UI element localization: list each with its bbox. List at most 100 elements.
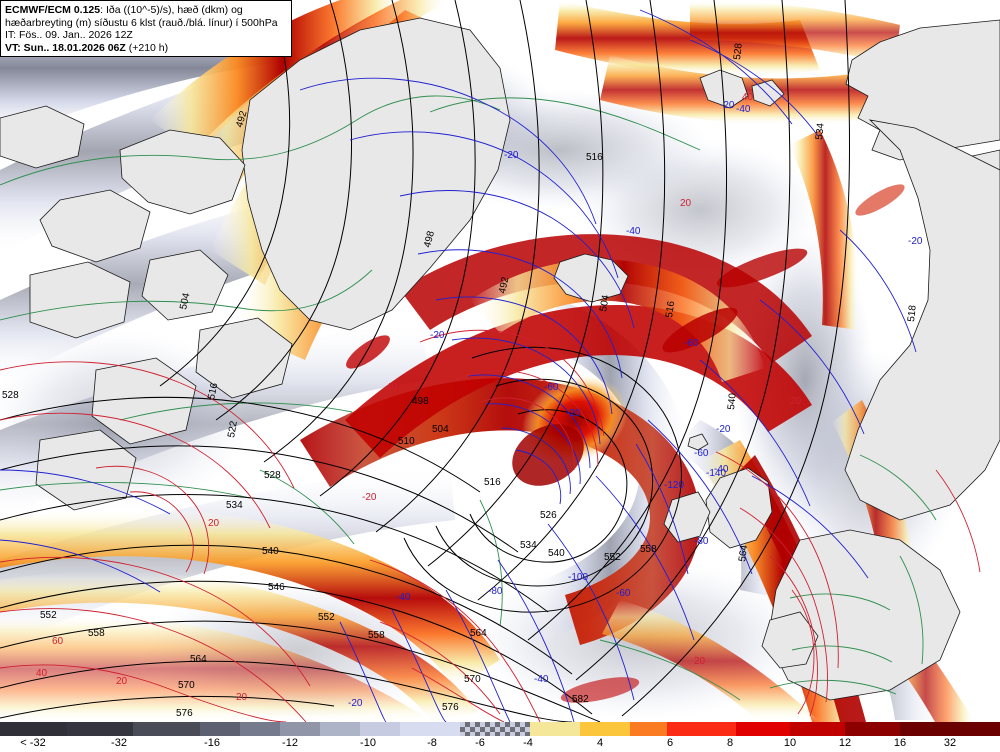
colorbar-strip[interactable]	[0, 722, 1000, 736]
model-label: ECMWF/ECM 0.125	[5, 4, 101, 16]
colorbar-segment	[630, 722, 667, 736]
colorbar-tick-label: 16	[893, 737, 907, 749]
colorbar-segment	[736, 722, 790, 736]
colorbar-tick-label: < -32	[20, 737, 46, 749]
svg-text:504: 504	[598, 294, 612, 313]
svg-text:-20: -20	[348, 698, 363, 709]
info-line-2: hæðarbreyting (m) síðustu 6 klst (rauð./…	[5, 16, 278, 29]
svg-text:552: 552	[40, 610, 57, 621]
height-contours	[0, 0, 851, 722]
colorbar-tick-label: -10	[360, 737, 376, 749]
svg-text:570: 570	[464, 674, 481, 685]
svg-text:552: 552	[318, 612, 335, 623]
colorbar-segment	[360, 722, 400, 736]
svg-text:504: 504	[432, 424, 449, 435]
svg-text:-60: -60	[684, 338, 699, 349]
svg-text:552: 552	[604, 552, 621, 563]
svg-text:492: 492	[497, 276, 511, 295]
height-fall-contours	[0, 9, 917, 722]
svg-text:40: 40	[36, 668, 48, 679]
svg-text:-40: -40	[534, 674, 549, 685]
svg-text:20: 20	[694, 656, 706, 667]
svg-text:516: 516	[664, 300, 677, 318]
svg-text:558: 558	[640, 544, 657, 555]
svg-text:564: 564	[470, 628, 487, 639]
info-line-1: ECMWF/ECM 0.125: Iða ((10^-5)/s), hæð (d…	[5, 4, 287, 17]
svg-text:20: 20	[680, 198, 692, 209]
svg-text:-40: -40	[714, 464, 729, 475]
svg-text:540: 540	[548, 548, 565, 559]
svg-text:40: 40	[742, 92, 754, 103]
colorbar-segment	[667, 722, 736, 736]
colorbar-labels: < -32 -32 -16 -12 -10 -8 -6 -4 4 6 8 10 12 16 32	[0, 736, 1000, 752]
init-time: IT: Fös.. 09. Jan.. 2026 12Z	[5, 29, 133, 42]
svg-text:20: 20	[236, 692, 248, 703]
contour-labels: 492 492 498 498 504 504 504 516 516 516 …	[2, 42, 923, 719]
svg-text:570: 570	[178, 680, 195, 691]
svg-text:516: 516	[484, 477, 501, 488]
colorbar-tick-label: 12	[838, 737, 852, 749]
svg-text:60: 60	[52, 636, 64, 647]
colorbar-segment	[280, 722, 320, 736]
svg-text:492: 492	[234, 109, 249, 128]
svg-text:-40: -40	[626, 226, 641, 237]
svg-text:-80: -80	[488, 586, 503, 597]
svg-text:-60: -60	[544, 382, 559, 393]
political-borders	[0, 95, 937, 701]
svg-text:576: 576	[442, 702, 459, 713]
colorbar[interactable]: < -32 -32 -16 -12 -10 -8 -6 -4 4 6 8 10 12 16 32	[0, 722, 1000, 752]
colorbar-segment	[400, 722, 460, 736]
colorbar-segment	[67, 722, 133, 736]
svg-text:516: 516	[206, 382, 220, 401]
height-rise-contours	[0, 329, 981, 722]
svg-text:20: 20	[116, 676, 128, 687]
svg-text:498: 498	[422, 229, 437, 248]
colorbar-tick-label: 32	[943, 737, 957, 749]
svg-text:-100: -100	[568, 572, 588, 583]
colorbar-segment	[790, 722, 845, 736]
colorbar-segment	[460, 722, 530, 736]
svg-text:-20: -20	[908, 236, 923, 247]
svg-text:576: 576	[176, 708, 193, 719]
valid-time: VT: Sun.. 18.01.2026 06Z	[5, 41, 126, 54]
svg-text:558: 558	[88, 628, 105, 639]
info-line-4: VT: Sun.. 18.01.2026 06Z (+210 h)	[5, 42, 287, 55]
svg-text:526: 526	[540, 510, 557, 521]
svg-text:528: 528	[264, 470, 281, 481]
colorbar-tick-label: 6	[666, 737, 674, 749]
svg-text:528: 528	[2, 390, 19, 401]
svg-text:-120: -120	[664, 480, 684, 491]
svg-text:522: 522	[226, 420, 240, 439]
svg-text:518: 518	[906, 304, 919, 322]
map-canvas[interactable]: 492 492 498 498 504 504 504 516 516 516 …	[0, 0, 1000, 722]
svg-text:-80: -80	[694, 536, 709, 547]
colorbar-segment	[900, 722, 1000, 736]
map-info-box: ECMWF/ECM 0.125: Iða ((10^-5)/s), hæð (d…	[0, 0, 292, 57]
colorbar-tick-label: 10	[783, 737, 797, 749]
colorbar-segment	[133, 722, 200, 736]
colorbar-tick-label: -12	[282, 737, 298, 749]
svg-text:-40: -40	[736, 104, 751, 115]
svg-text:534: 534	[520, 540, 537, 551]
colorbar-segment	[240, 722, 280, 736]
colorbar-tick-label: -8	[427, 737, 437, 749]
svg-text:558: 558	[368, 630, 385, 641]
svg-text:546: 546	[268, 582, 285, 593]
svg-text:534: 534	[226, 500, 243, 511]
svg-text:-60: -60	[616, 588, 631, 599]
svg-text:564: 564	[190, 654, 207, 665]
colorbar-tick-label: -16	[204, 737, 220, 749]
svg-text:534: 534	[814, 122, 827, 140]
svg-text:564: 564	[737, 544, 750, 562]
svg-text:504: 504	[178, 292, 192, 311]
lead-time: (+210 h)	[125, 41, 169, 54]
svg-text:-60: -60	[694, 448, 709, 459]
svg-text:528: 528	[732, 42, 745, 60]
colorbar-tick-label: -4	[523, 737, 533, 749]
model-params: : Iða ((10^-5)/s), hæð (dkm) og	[100, 4, 243, 16]
svg-text:516: 516	[586, 152, 603, 163]
colorbar-segment	[320, 722, 360, 736]
svg-text:-20: -20	[362, 492, 377, 503]
svg-text:-20: -20	[720, 100, 735, 111]
